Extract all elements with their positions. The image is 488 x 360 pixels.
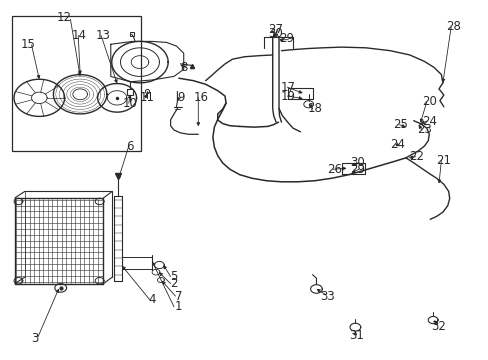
Text: 19: 19 <box>280 90 295 103</box>
Text: 9: 9 <box>177 91 184 104</box>
Text: 3: 3 <box>31 333 38 346</box>
Text: 24: 24 <box>389 138 405 151</box>
Text: 29: 29 <box>279 32 294 45</box>
Text: 30: 30 <box>268 27 283 40</box>
Text: 30: 30 <box>349 156 364 169</box>
Text: 7: 7 <box>175 289 182 303</box>
Text: 24: 24 <box>421 114 436 127</box>
Text: 21: 21 <box>435 154 450 167</box>
Text: 27: 27 <box>268 23 283 36</box>
Bar <box>12 16 141 152</box>
Text: 26: 26 <box>326 163 341 176</box>
Text: 4: 4 <box>148 293 156 306</box>
Text: 11: 11 <box>140 91 154 104</box>
Text: 31: 31 <box>348 329 363 342</box>
Text: 5: 5 <box>170 270 177 283</box>
Text: 23: 23 <box>416 123 431 136</box>
Text: 12: 12 <box>57 11 72 24</box>
Text: 28: 28 <box>445 20 460 33</box>
Text: 18: 18 <box>307 102 322 115</box>
Text: 17: 17 <box>280 81 295 94</box>
Text: 13: 13 <box>96 29 111 42</box>
Text: 22: 22 <box>409 150 424 163</box>
Text: 32: 32 <box>431 320 446 333</box>
Text: 33: 33 <box>319 289 334 303</box>
Text: 14: 14 <box>72 29 86 42</box>
Text: 25: 25 <box>392 118 407 131</box>
Text: 1: 1 <box>175 300 182 313</box>
Text: 15: 15 <box>20 38 36 51</box>
Text: 20: 20 <box>421 95 436 108</box>
Text: 10: 10 <box>122 97 138 110</box>
Text: 8: 8 <box>180 61 187 74</box>
Text: 16: 16 <box>193 91 208 104</box>
Text: 6: 6 <box>126 140 134 153</box>
Text: 29: 29 <box>349 163 364 176</box>
Text: 2: 2 <box>170 277 177 290</box>
